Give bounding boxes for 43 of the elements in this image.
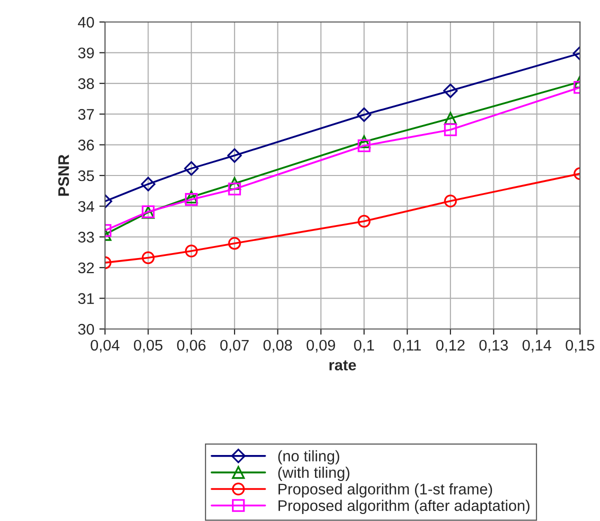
y-tick-label: 38 — [78, 78, 94, 90]
legend-label: (with tiling) — [278, 466, 350, 481]
legend-label: (no tiling) — [278, 450, 340, 464]
x-tick-label: 0,11 — [394, 340, 421, 352]
y-tick-label: 40 — [78, 16, 94, 28]
y-tick-label: 35 — [78, 170, 94, 182]
point — [228, 177, 241, 190]
point — [184, 193, 198, 206]
point — [184, 244, 198, 258]
legend-label: Proposed algorithm (1-st frame) — [278, 483, 492, 498]
y-tick-label: 36 — [78, 140, 94, 150]
point — [228, 182, 241, 196]
x-tick-label: 0,09 — [306, 340, 336, 352]
y-tick-label: 31 — [78, 293, 94, 304]
point — [184, 190, 198, 204]
x-tick-label: 0,06 — [177, 340, 206, 352]
point — [228, 236, 241, 250]
point — [184, 161, 199, 176]
x-tick-label: 0,14 — [522, 340, 552, 352]
y-tick-label: 39 — [78, 48, 94, 58]
x-tick-label: 0,04 — [90, 340, 120, 352]
x-tick-label: 0,07 — [220, 340, 249, 352]
x-tick-label: 0,08 — [263, 340, 292, 352]
x-tick-label: 0,12 — [436, 340, 465, 352]
point — [356, 107, 372, 122]
point — [140, 176, 156, 192]
point — [358, 214, 370, 228]
legend-label: Proposed algorithm (after adaptation) — [278, 500, 530, 514]
x-tick-label: 0,05 — [134, 340, 162, 352]
point — [358, 135, 370, 148]
point — [227, 148, 242, 163]
y-tick-label: 34 — [78, 201, 94, 212]
y-tick-label: 37 — [78, 108, 94, 120]
y-tick-label: 33 — [78, 232, 94, 243]
x-axis-title: rate — [329, 360, 356, 370]
y-tick-label: 30 — [78, 324, 94, 335]
y-axis-title: PSNR — [58, 154, 70, 196]
y-tick-label: 32 — [78, 262, 94, 274]
point — [142, 251, 155, 264]
x-tick-label: 0,1 — [354, 340, 374, 352]
x-tick-label: 0,13 — [479, 340, 508, 352]
x-tick-label: 0,15 — [566, 340, 594, 352]
point — [358, 139, 370, 152]
